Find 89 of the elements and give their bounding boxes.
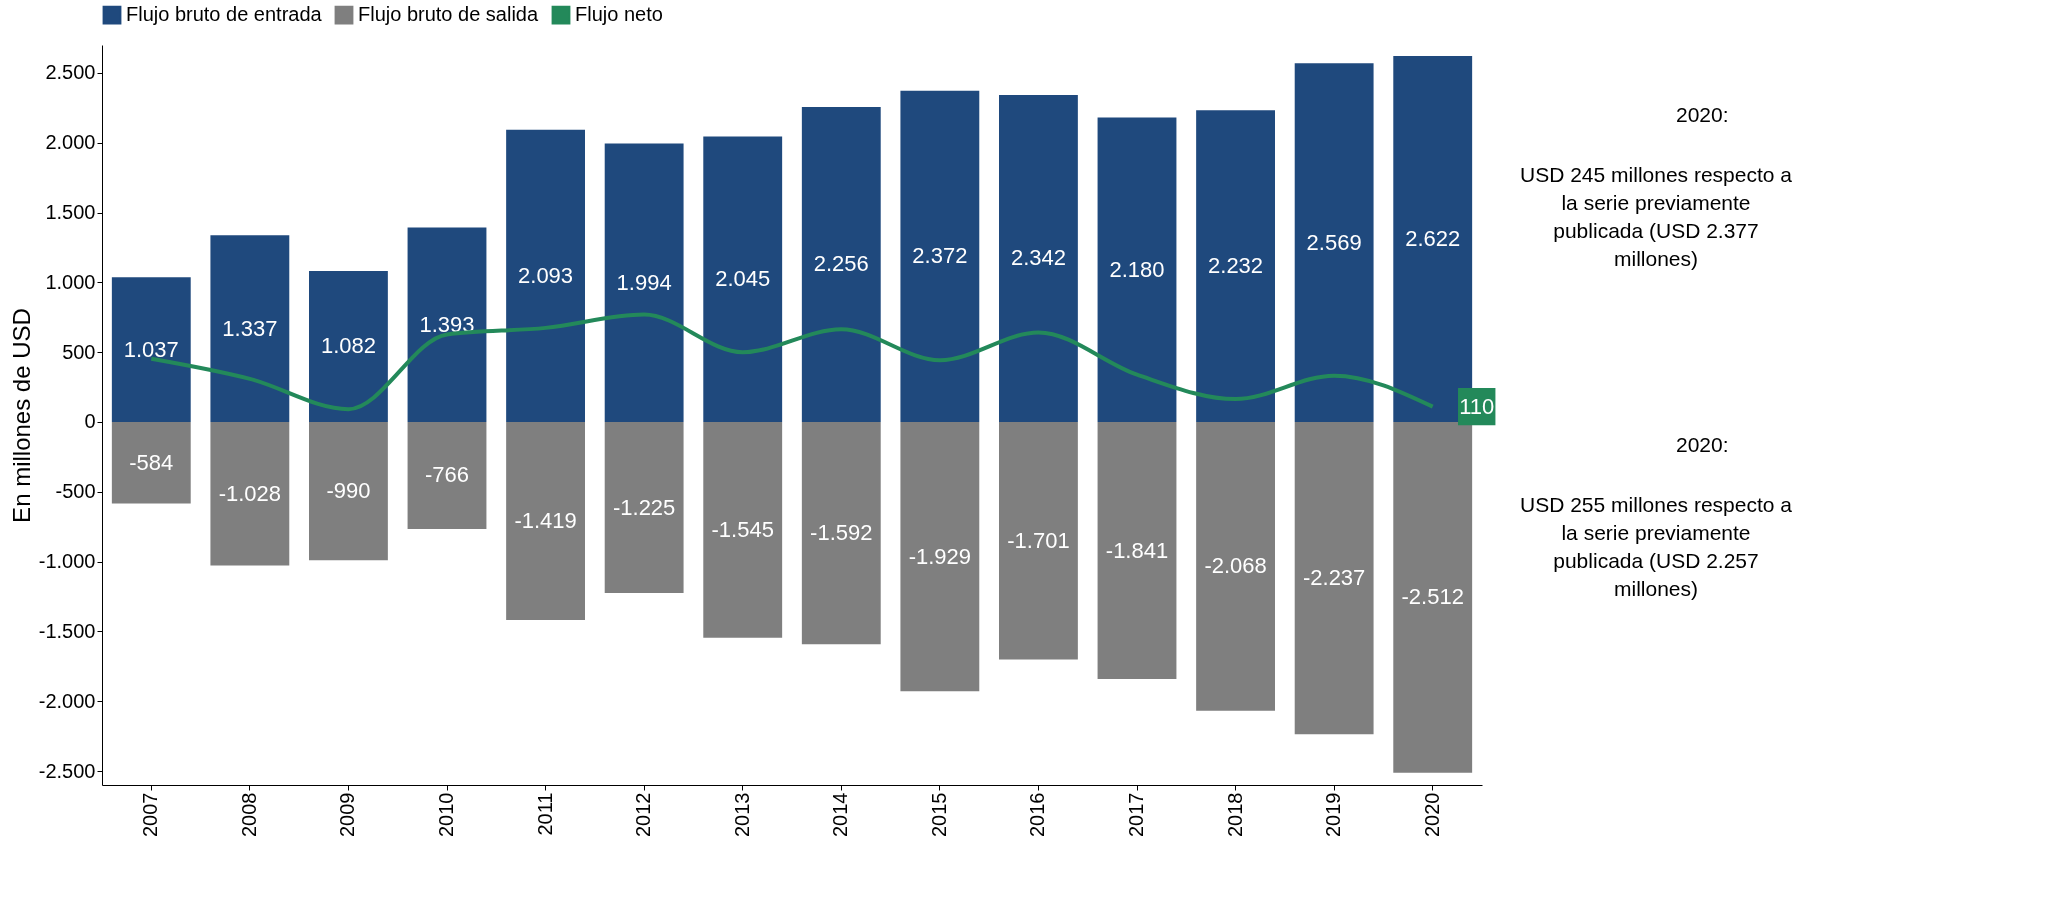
y-tick-label: -1.500	[38, 619, 96, 642]
data-label: 110	[1459, 393, 1495, 419]
bar	[703, 136, 783, 422]
bar	[900, 421, 980, 692]
bar	[604, 143, 684, 422]
y-tick-label: -2.500	[38, 759, 96, 782]
text: 2020:	[1676, 433, 1729, 456]
data-label: -1.225	[612, 494, 676, 520]
y-tick-label: 1.500	[45, 201, 96, 224]
data-label: -584	[129, 449, 174, 475]
data-label: -1.028	[218, 480, 282, 506]
x-tick-label: 2019	[1322, 792, 1345, 837]
x-tick-label: 2013	[730, 792, 753, 837]
data-label: 1.994	[616, 269, 672, 295]
data-label: -1.419	[514, 508, 577, 534]
x-tick-label: 2008	[237, 792, 260, 837]
y-tick-label: 0	[84, 410, 96, 433]
bar	[1393, 421, 1473, 773]
bar	[801, 421, 881, 645]
bar	[210, 421, 290, 566]
bar	[111, 421, 191, 504]
x-tick-label: 2018	[1223, 792, 1246, 837]
data-label: -1.545	[711, 516, 774, 542]
legend-label: Flujo bruto de entrada	[126, 3, 323, 26]
data-label: 1.393	[419, 311, 475, 337]
y-tick-label: 500	[62, 340, 96, 363]
text: 2020:	[1676, 103, 1729, 126]
x-tick-label: 2015	[927, 792, 950, 837]
x-tick-label: 2009	[336, 792, 359, 837]
x-tick-label: 2017	[1125, 792, 1147, 837]
bar	[506, 421, 585, 621]
data-label: -2.512	[1401, 584, 1464, 610]
x-tick-label: 2011	[533, 792, 556, 836]
data-label: -2.237	[1302, 565, 1366, 591]
bar	[1196, 110, 1275, 422]
data-label: -1.592	[810, 520, 873, 546]
bar	[801, 106, 881, 422]
bar	[111, 277, 191, 422]
data-label: -1.929	[908, 543, 972, 569]
bar	[1097, 117, 1177, 422]
x-tick-label: 2020	[1420, 792, 1443, 837]
data-label: 2.342	[1010, 245, 1066, 271]
y-tick-label: 2.000	[45, 131, 96, 154]
data-label: -1.701	[1007, 527, 1070, 553]
bar	[1294, 63, 1374, 422]
y-tick-label: -1.000	[38, 550, 96, 573]
bar	[1294, 421, 1374, 735]
y-axis-title: En millones de USD	[7, 308, 35, 523]
data-label: 2.622	[1405, 225, 1461, 251]
data-label: -2.068	[1204, 553, 1267, 579]
bar	[703, 421, 783, 638]
data-label: -1.841	[1105, 537, 1169, 563]
data-label: 2.093	[518, 262, 574, 288]
data-label: -766	[424, 462, 470, 488]
bar	[999, 94, 1078, 422]
bar	[999, 421, 1078, 660]
y-tick-label: 1.000	[45, 270, 96, 293]
legend-label: Flujo neto	[575, 3, 663, 26]
data-label: 2.232	[1208, 253, 1264, 279]
data-label: 2.569	[1306, 229, 1362, 255]
x-tick-label: 2014	[829, 792, 852, 837]
bar	[210, 235, 290, 422]
x-tick-label: 2016	[1026, 792, 1049, 837]
data-label: 1.337	[222, 315, 278, 341]
bar	[309, 421, 388, 561]
bar	[407, 421, 487, 529]
legend-label: Flujo bruto de salida	[358, 3, 539, 26]
bar	[407, 227, 487, 422]
data-label: 1.037	[123, 336, 179, 362]
bar	[309, 270, 388, 422]
x-tick-label: 2007	[139, 792, 162, 837]
data-label: 2.180	[1109, 256, 1165, 282]
bar	[506, 129, 585, 422]
data-label: 2.256	[813, 251, 869, 277]
bar	[1097, 421, 1177, 680]
data-label: 1.082	[320, 333, 376, 359]
bar	[900, 90, 980, 422]
bar	[604, 421, 684, 594]
data-label: 2.045	[715, 266, 771, 292]
data-label: 2.372	[912, 243, 968, 269]
text: USD 245 millones respecto a la serie previamente publicada (USD 2.377 millones)	[1520, 163, 1793, 270]
x-tick-label: 2010	[435, 792, 457, 837]
bar	[1196, 421, 1275, 711]
text: USD 255 millones respecto a la serie previamente publicada (USD 2.257 millones)	[1520, 493, 1793, 600]
x-tick-label: 2012	[632, 792, 655, 837]
data-label: -990	[326, 478, 371, 504]
y-tick-label: -500	[55, 480, 96, 503]
y-tick-label: 2.500	[45, 61, 96, 84]
y-tick-label: -2.000	[38, 689, 96, 712]
